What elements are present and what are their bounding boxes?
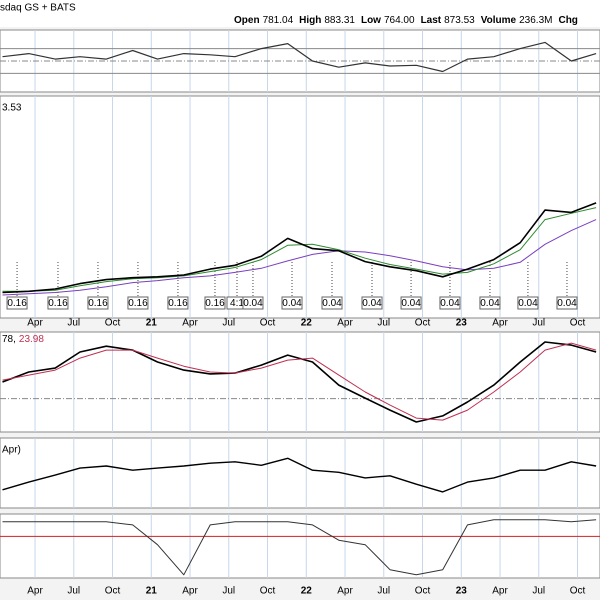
x-tick-label: 23 (456, 318, 468, 329)
series-line (2, 457, 597, 493)
x-tick-label: Apr (492, 318, 508, 329)
event-label: 0.16 (205, 298, 225, 309)
header-bar (0, 0, 600, 27)
x-tick-label: Apr (27, 318, 43, 329)
quotes: Open 781.04 High 883.31 Low 764.00 Last 873.53 V… (234, 15, 578, 26)
panel (0, 331, 600, 433)
event-label: 0.04 (480, 298, 500, 309)
event-box (517, 296, 539, 310)
series-line (2, 207, 597, 292)
x-tick-label: 21 (146, 586, 158, 597)
event-label: 0.16 (7, 298, 27, 309)
x-tick-label: Jul (377, 586, 390, 597)
panel-title-part: 23.98 (19, 334, 44, 345)
event-label: 0.04 (322, 298, 342, 309)
event-box (361, 296, 383, 310)
x-tick-label: Jul (532, 586, 545, 597)
x-tick-label: Oct (415, 586, 431, 597)
series-line (2, 519, 597, 576)
x-tick-label: Jul (67, 586, 80, 597)
event-box (321, 296, 343, 310)
x-tick-label: Apr (182, 586, 198, 597)
quote-value: 781.04 (263, 15, 294, 26)
x-tick-label: 23 (456, 586, 468, 597)
x-tick-label: 22 (301, 318, 313, 329)
event-box (242, 296, 264, 310)
event-label: 0.04 (243, 298, 263, 309)
event-label: 0.16 (128, 298, 148, 309)
series-line (2, 342, 597, 421)
series-line (2, 219, 597, 296)
event-label: 0.04 (282, 298, 302, 309)
series-line (2, 41, 597, 73)
quote-value: 764.00 (384, 15, 415, 26)
panel-title: Apr) (2, 445, 21, 456)
panel (0, 95, 600, 319)
quote-label: Volume (481, 15, 517, 26)
event-box (167, 296, 189, 310)
x-tick-label: Apr (182, 318, 198, 329)
event-box (204, 296, 226, 310)
x-tick-label: Oct (105, 318, 121, 329)
x-tick-label: Jul (222, 586, 235, 597)
event-label: 0.04 (518, 298, 538, 309)
quote-label: Last (421, 15, 442, 26)
x-tick-label: Oct (260, 318, 276, 329)
exchange: sdaq GS + BATS (0, 3, 76, 14)
panel-title: 3.53 (2, 103, 22, 114)
event-box (400, 296, 422, 310)
quote-label: Open (234, 15, 260, 26)
quote-label: Chg (558, 15, 577, 26)
x-tick-label: 22 (301, 586, 313, 597)
event-label: 0.16 (88, 298, 108, 309)
event-label: 0.16 (168, 298, 188, 309)
x-tick-label: Oct (105, 586, 121, 597)
x-tick-label: Apr (337, 318, 353, 329)
series-line (2, 202, 597, 294)
x-tick-label: Oct (415, 318, 431, 329)
event-box (556, 296, 578, 310)
x-tick-label: Jul (377, 318, 390, 329)
x-tick-label: Oct (570, 318, 586, 329)
x-tick-label: Apr (337, 586, 353, 597)
quote-label: High (299, 15, 321, 26)
event-label: 0.16 (48, 298, 68, 309)
event-box (479, 296, 501, 310)
x-tick-label: Jul (67, 318, 80, 329)
event-box (87, 296, 109, 310)
x-tick-label: Apr (492, 586, 508, 597)
event-box (47, 296, 69, 310)
x-tick-label: Apr (27, 586, 43, 597)
quote-value: 236.3M (519, 15, 552, 26)
panel-title: 78, 23.98 (2, 334, 44, 345)
x-tick-label: 21 (146, 318, 158, 329)
event-box (281, 296, 303, 310)
x-tick-label: Oct (260, 586, 276, 597)
quote-value: 873.53 (444, 15, 475, 26)
series-line (2, 341, 597, 423)
event-box (127, 296, 149, 310)
event-box (439, 296, 461, 310)
x-tick-label: Jul (222, 318, 235, 329)
event-box (6, 296, 28, 310)
event-label: 0.04 (362, 298, 382, 309)
panel-title-part: 78, (2, 334, 16, 345)
quote-value: 883.31 (324, 15, 355, 26)
x-tick-label: Oct (570, 586, 586, 597)
event-label: 0.04 (440, 298, 460, 309)
event-label: 4:1 (230, 298, 244, 309)
event-label: 0.04 (401, 298, 421, 309)
event-label: 0.04 (557, 298, 577, 309)
x-tick-label: Jul (532, 318, 545, 329)
quote-label: Low (361, 15, 381, 26)
